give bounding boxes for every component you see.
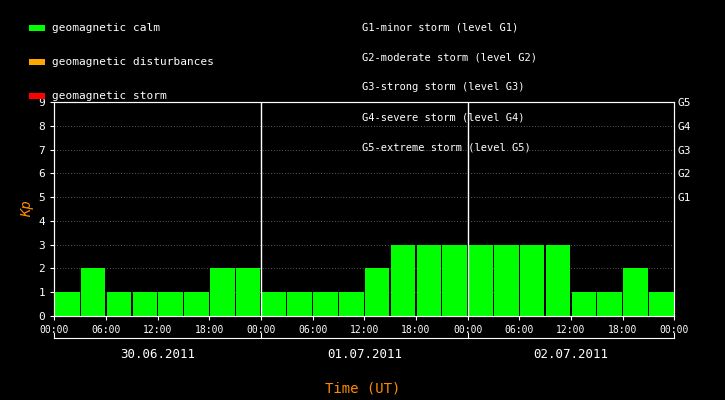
Y-axis label: Kp: Kp	[20, 201, 34, 217]
Bar	[81, 268, 105, 316]
Text: G5-extreme storm (level G5): G5-extreme storm (level G5)	[362, 142, 531, 152]
Bar	[55, 292, 80, 316]
Text: geomagnetic calm: geomagnetic calm	[52, 23, 160, 33]
Bar	[546, 245, 571, 316]
Bar	[262, 292, 286, 316]
Bar	[158, 292, 183, 316]
Text: 30.06.2011: 30.06.2011	[120, 348, 195, 360]
Text: G2-moderate storm (level G2): G2-moderate storm (level G2)	[362, 52, 537, 62]
Bar	[468, 245, 493, 316]
Text: 02.07.2011: 02.07.2011	[534, 348, 608, 360]
Bar	[624, 268, 647, 316]
Text: G1-minor storm (level G1): G1-minor storm (level G1)	[362, 22, 519, 32]
Bar	[391, 245, 415, 316]
Bar	[649, 292, 674, 316]
Bar	[520, 245, 544, 316]
Bar	[597, 292, 622, 316]
Bar	[236, 268, 260, 316]
Text: 01.07.2011: 01.07.2011	[327, 348, 402, 360]
Bar	[365, 268, 389, 316]
Text: Time (UT): Time (UT)	[325, 381, 400, 395]
Bar	[107, 292, 131, 316]
Bar	[442, 245, 467, 316]
Bar	[210, 268, 234, 316]
Bar	[494, 245, 518, 316]
Bar	[184, 292, 209, 316]
Text: G3-strong storm (level G3): G3-strong storm (level G3)	[362, 82, 525, 92]
Text: geomagnetic disturbances: geomagnetic disturbances	[52, 57, 215, 67]
Bar	[133, 292, 157, 316]
Bar	[339, 292, 364, 316]
Text: G4-severe storm (level G4): G4-severe storm (level G4)	[362, 112, 525, 122]
Bar	[288, 292, 312, 316]
Bar	[313, 292, 338, 316]
Bar	[571, 292, 596, 316]
Bar	[417, 245, 441, 316]
Text: geomagnetic storm: geomagnetic storm	[52, 91, 167, 101]
